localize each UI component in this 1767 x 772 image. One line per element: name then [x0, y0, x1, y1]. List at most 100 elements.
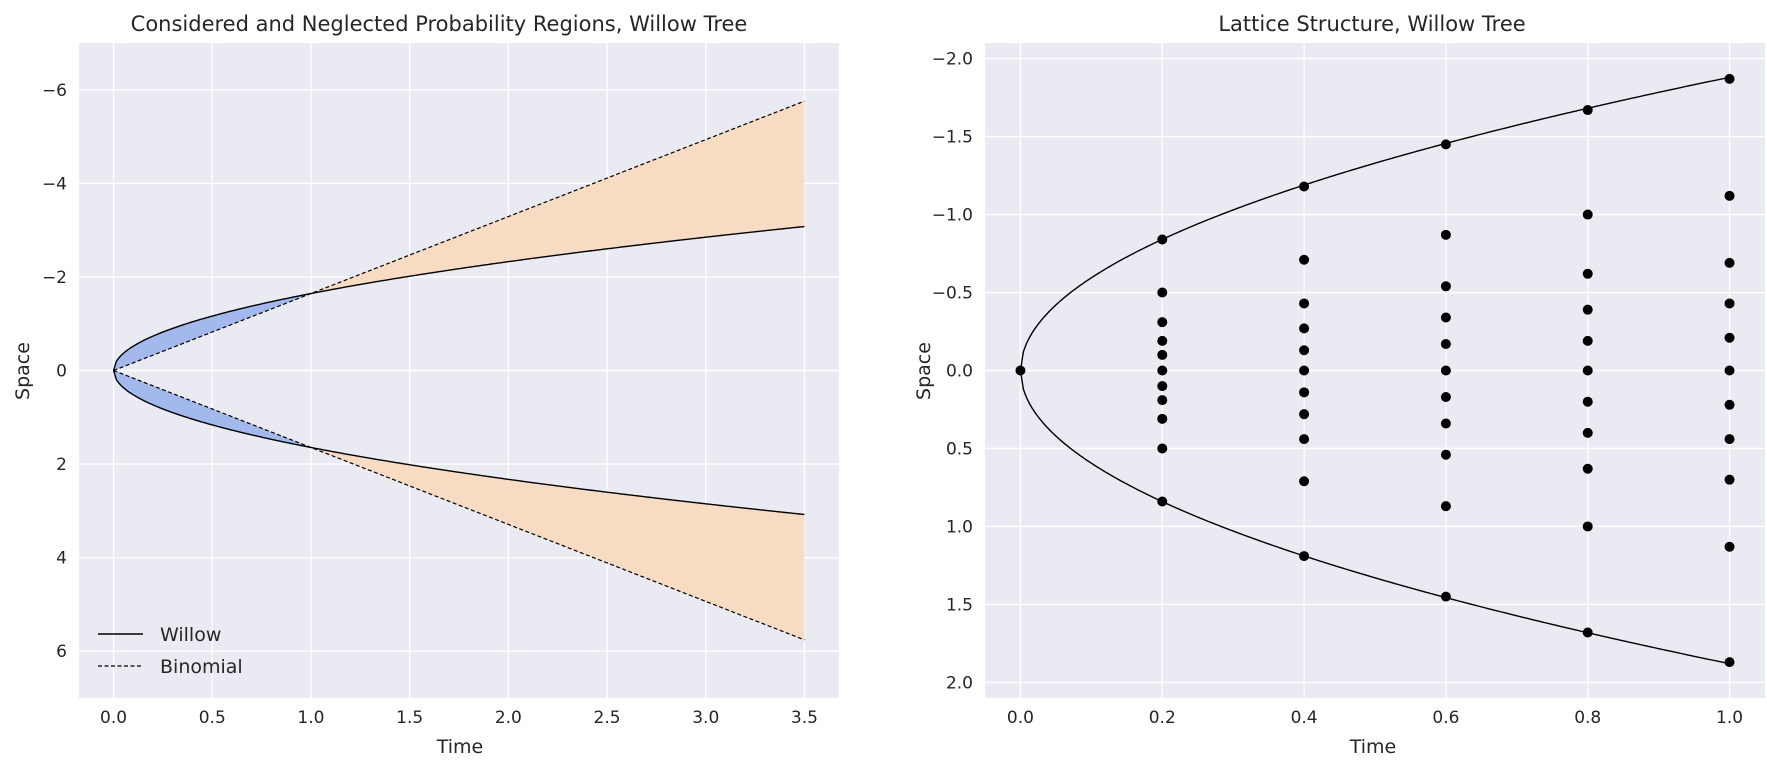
lattice-node [1724, 73, 1735, 84]
lattice-node [1440, 365, 1451, 376]
binomial-upper-line [113, 100, 805, 372]
legend-willow-label: Willow [160, 624, 221, 646]
willow-upper-line [112, 225, 805, 371]
r-y-tick-label: 0.5 [946, 439, 973, 459]
l-x-tick-label: 1.5 [396, 708, 423, 728]
r-y-tick-label: 0.0 [946, 362, 973, 382]
lattice-lower-boundary [1019, 370, 1730, 665]
l-x-tick-label: 2.5 [594, 708, 621, 728]
lattice-node [1440, 501, 1451, 512]
lattice-node [1724, 332, 1735, 343]
lattice-node [1582, 627, 1593, 638]
chart-left-series [112, 100, 805, 641]
lattice-node [1157, 413, 1168, 424]
r-x-tick-label: 0.6 [1432, 708, 1459, 728]
lattice-upper-boundary [1019, 76, 1730, 371]
lattice-node [1582, 304, 1593, 315]
r-y-tick-label: −2.0 [932, 50, 973, 70]
lattice-node [1157, 335, 1168, 346]
lattice-node [1724, 474, 1735, 485]
chart-right-y-ticks: −2.0 −1.5 −1.0 −0.5 0.0 0.5 1.0 1.5 2.0 [932, 50, 973, 694]
lattice-node [1440, 338, 1451, 349]
chart-right-boundary [1019, 76, 1730, 665]
lattice-node [1157, 496, 1168, 507]
chart-left-x-ticks: 0.0 0.5 1.0 1.5 2.0 2.5 3.0 3.5 [100, 708, 818, 728]
lattice-node [1582, 365, 1593, 376]
lattice-node [1299, 365, 1310, 376]
lattice-node [1440, 312, 1451, 323]
lattice-node [1157, 395, 1168, 406]
lattice-node [1299, 345, 1310, 356]
chart-right-title: Lattice Structure, Willow Tree [1218, 12, 1525, 36]
r-y-tick-label: −1.0 [932, 206, 973, 226]
l-x-tick-label: 3.5 [791, 708, 818, 728]
chart-left: Considered and Neglected Probability Reg… [12, 12, 839, 758]
lattice-node [1582, 427, 1593, 438]
lattice-node [1724, 434, 1735, 445]
willow-lower-line [112, 370, 805, 516]
r-y-tick-label: 1.5 [946, 595, 973, 615]
lattice-node [1582, 521, 1593, 532]
chart-left-legend: Willow Binomial [98, 624, 243, 678]
l-x-tick-label: 3.0 [692, 708, 719, 728]
lattice-node [1299, 387, 1310, 398]
l-y-tick-label: 6 [56, 642, 67, 662]
binomial-lower-line [113, 369, 805, 641]
lattice-node [1440, 139, 1451, 150]
lattice-node [1582, 396, 1593, 407]
l-x-tick-label: 0.5 [199, 708, 226, 728]
lattice-node [1724, 657, 1735, 668]
lattice-node [1582, 335, 1593, 346]
r-x-tick-label: 1.0 [1716, 708, 1743, 728]
l-y-tick-label: 2 [56, 455, 67, 475]
chart-left-y-ticks: −6 −4 −2 0 2 4 6 [42, 81, 67, 662]
l-y-tick-label: −2 [42, 268, 67, 288]
l-y-tick-label: −4 [42, 174, 67, 194]
lattice-node [1582, 463, 1593, 474]
lattice-node [1724, 257, 1735, 268]
lattice-node [1440, 281, 1451, 292]
chart-left-y-label: Space [12, 342, 34, 400]
r-y-tick-label: 2.0 [946, 673, 973, 693]
chart-right: Lattice Structure, Willow Tree 0.0 0.2 0.4… [913, 12, 1765, 758]
r-y-tick-label: 1.0 [946, 517, 973, 537]
lattice-node [1299, 476, 1310, 487]
l-x-tick-label: 0.0 [100, 708, 127, 728]
lattice-node [1157, 349, 1168, 360]
l-x-tick-label: 1.0 [297, 708, 324, 728]
l-y-tick-label: 0 [56, 362, 67, 382]
chart-left-x-label: Time [436, 736, 484, 758]
lattice-node [1440, 449, 1451, 460]
l-x-tick-label: 2.0 [495, 708, 522, 728]
r-x-tick-label: 0.4 [1291, 708, 1318, 728]
lattice-node [1157, 287, 1168, 298]
lattice-node [1582, 268, 1593, 279]
lattice-node [1299, 323, 1310, 334]
lattice-node [1157, 381, 1168, 392]
r-y-tick-label: −1.5 [932, 128, 973, 148]
lattice-node [1440, 229, 1451, 240]
lattice-node [1440, 392, 1451, 403]
lattice-node [1157, 443, 1168, 454]
r-y-tick-label: −0.5 [932, 284, 973, 304]
lattice-node [1724, 365, 1735, 376]
lattice-node [1299, 298, 1310, 309]
chart-right-y-label: Space [913, 342, 935, 400]
r-x-tick-label: 0.0 [1007, 708, 1034, 728]
lattice-node [1724, 541, 1735, 552]
lattice-node [1299, 434, 1310, 445]
l-y-tick-label: −6 [42, 81, 67, 101]
r-x-tick-label: 0.2 [1149, 708, 1176, 728]
lattice-node [1582, 209, 1593, 220]
chart-right-x-ticks: 0.0 0.2 0.4 0.6 0.8 1.0 [1007, 708, 1743, 728]
lattice-node [1299, 181, 1310, 192]
lattice-node [1157, 365, 1168, 376]
l-y-tick-label: 4 [56, 549, 67, 569]
lattice-node [1440, 591, 1451, 602]
r-x-tick-label: 0.8 [1574, 708, 1601, 728]
chart-right-nodes [1015, 73, 1735, 668]
lattice-node [1440, 418, 1451, 429]
lattice-node [1582, 105, 1593, 116]
lattice-node [1015, 365, 1026, 376]
lattice-node [1157, 234, 1168, 245]
